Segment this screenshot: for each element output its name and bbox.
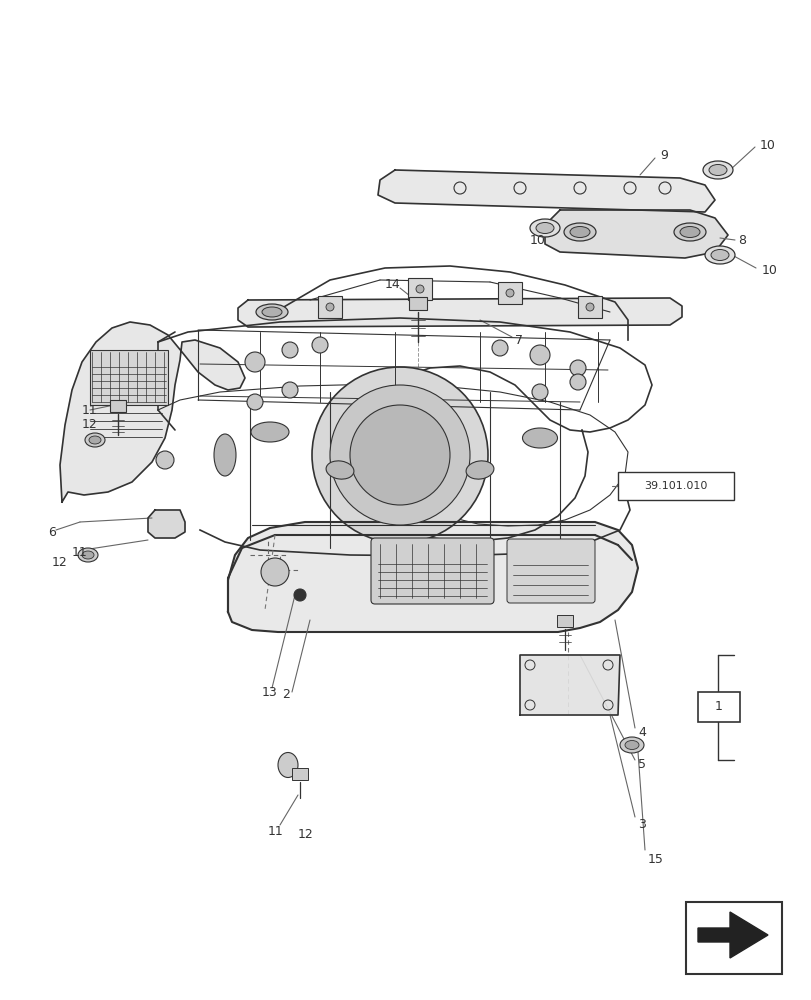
FancyBboxPatch shape: [697, 692, 739, 722]
Polygon shape: [519, 655, 620, 715]
Ellipse shape: [624, 740, 638, 750]
Text: 12: 12: [298, 828, 313, 841]
Ellipse shape: [466, 461, 493, 479]
Polygon shape: [409, 297, 427, 310]
Text: 5: 5: [637, 758, 646, 772]
FancyBboxPatch shape: [577, 296, 601, 318]
Ellipse shape: [702, 161, 732, 179]
Ellipse shape: [277, 752, 298, 778]
Ellipse shape: [535, 223, 553, 234]
Ellipse shape: [255, 304, 288, 320]
Text: 11: 11: [268, 825, 283, 838]
Polygon shape: [109, 400, 126, 412]
Ellipse shape: [262, 307, 281, 317]
Text: 9: 9: [659, 149, 667, 162]
Ellipse shape: [78, 548, 98, 562]
Polygon shape: [228, 522, 637, 632]
Text: 12: 12: [82, 418, 97, 430]
Circle shape: [415, 285, 423, 293]
Circle shape: [586, 303, 594, 311]
Polygon shape: [556, 615, 573, 627]
Text: 12: 12: [52, 556, 67, 568]
FancyBboxPatch shape: [407, 278, 431, 300]
Text: 2: 2: [281, 688, 290, 702]
Circle shape: [491, 340, 508, 356]
Text: 15: 15: [647, 853, 663, 866]
Text: 1: 1: [714, 700, 722, 713]
Ellipse shape: [710, 249, 728, 260]
Circle shape: [531, 384, 547, 400]
Polygon shape: [544, 210, 727, 258]
Polygon shape: [148, 510, 185, 538]
Circle shape: [311, 367, 487, 543]
Ellipse shape: [708, 164, 726, 176]
Circle shape: [569, 374, 586, 390]
Text: 13: 13: [262, 686, 277, 698]
Ellipse shape: [214, 434, 236, 476]
Circle shape: [329, 385, 470, 525]
Ellipse shape: [564, 223, 595, 241]
Circle shape: [247, 394, 263, 410]
Text: 11: 11: [82, 403, 97, 416]
Text: 3: 3: [637, 818, 645, 831]
Circle shape: [325, 303, 333, 311]
Circle shape: [569, 360, 586, 376]
Circle shape: [281, 342, 298, 358]
FancyBboxPatch shape: [90, 350, 168, 405]
Text: 10: 10: [759, 139, 775, 152]
Polygon shape: [292, 768, 307, 780]
Text: 6: 6: [48, 526, 56, 538]
Ellipse shape: [326, 461, 354, 479]
Text: 10: 10: [761, 263, 777, 276]
Circle shape: [281, 382, 298, 398]
Text: 14: 14: [384, 278, 401, 292]
Ellipse shape: [85, 433, 105, 447]
Circle shape: [350, 405, 449, 505]
Text: 4: 4: [637, 725, 645, 738]
Text: 7: 7: [514, 334, 522, 347]
Ellipse shape: [251, 422, 289, 442]
Text: 8: 8: [737, 233, 745, 246]
Text: 39.101.010: 39.101.010: [643, 481, 707, 491]
Ellipse shape: [620, 737, 643, 753]
FancyBboxPatch shape: [506, 539, 594, 603]
Circle shape: [294, 589, 306, 601]
Ellipse shape: [704, 246, 734, 264]
FancyBboxPatch shape: [318, 296, 341, 318]
Polygon shape: [697, 912, 767, 958]
Text: 10: 10: [530, 233, 545, 246]
FancyBboxPatch shape: [617, 472, 733, 500]
Circle shape: [505, 289, 513, 297]
FancyBboxPatch shape: [497, 282, 521, 304]
Circle shape: [530, 345, 549, 365]
FancyBboxPatch shape: [685, 902, 781, 974]
Circle shape: [311, 337, 328, 353]
Polygon shape: [378, 170, 714, 212]
Ellipse shape: [82, 551, 94, 559]
Circle shape: [260, 558, 289, 586]
Ellipse shape: [569, 227, 590, 238]
Text: 11: 11: [72, 546, 88, 558]
Ellipse shape: [521, 428, 557, 448]
Ellipse shape: [673, 223, 705, 241]
FancyBboxPatch shape: [371, 538, 493, 604]
Circle shape: [245, 352, 264, 372]
Ellipse shape: [679, 227, 699, 238]
Circle shape: [156, 451, 174, 469]
Ellipse shape: [530, 219, 560, 237]
Polygon shape: [238, 298, 681, 327]
Polygon shape: [60, 322, 245, 502]
Ellipse shape: [89, 436, 101, 444]
